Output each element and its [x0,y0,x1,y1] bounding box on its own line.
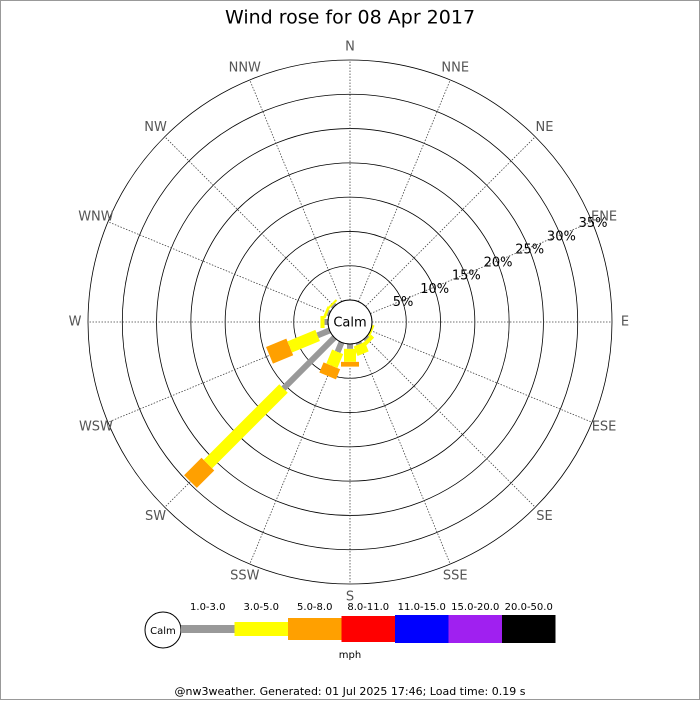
legend-label: 5.0-8.0 [297,602,332,613]
direction-label: NW [144,120,167,135]
legend-label: 20.0-50.0 [505,602,553,613]
legend-swatch [448,615,502,643]
rose-segment [327,299,338,310]
r-tick-label: 30% [547,229,576,244]
rose-segment [326,349,344,369]
direction-label: ESE [592,420,617,435]
direction-label: WNW [78,209,114,224]
footer: @nw3weather. Generated: 01 Jul 2025 17:4… [175,685,526,698]
grid-ring [87,59,613,585]
rose-segment [316,327,331,339]
rose-segment [203,384,288,469]
unit-label: mph [339,650,361,661]
legend-label: 1.0-3.0 [190,602,225,613]
r-tick-label: 35% [579,216,608,231]
spoke [365,337,536,508]
legend-swatch [341,616,395,642]
rose-segment [287,329,320,353]
rose-segment [266,338,294,364]
r-tick-label: 15% [452,269,481,284]
grid-ring [259,231,441,413]
rose-segment [362,334,375,347]
direction-label: SW [145,509,166,524]
direction-label: SSW [230,569,260,584]
legend-label: 15.0-20.0 [451,602,499,613]
rose-segment [334,341,345,353]
direction-label: SE [536,509,552,524]
rose-segment [281,335,337,391]
direction-label: ENE [591,209,617,224]
direction-label: WSW [79,420,113,435]
legend-swatch [234,622,288,636]
r-tick-label: 20% [484,256,513,271]
legend-swatch [288,618,342,640]
r-tick-label: 5% [393,295,414,310]
legend-swatch [395,615,449,643]
direction-label: NNE [441,60,469,75]
r-tick-label: 25% [515,242,544,257]
spoke [249,79,342,302]
direction-label: W [69,315,82,330]
spoke [358,79,451,302]
spoke [249,342,342,565]
spoke [358,342,451,565]
spoke [365,136,536,307]
rose-segment [322,306,331,319]
grid-ring [190,162,510,482]
direction-label: SSE [443,569,468,584]
spoke [370,221,593,314]
rose-segment [353,341,369,357]
r-tick-label: 10% [420,282,449,297]
calm-label: Calm [333,316,366,331]
direction-label: NE [535,120,553,135]
spoke [164,136,335,307]
direction-label: S [346,590,354,605]
direction-label: N [345,40,355,55]
rose-segment [184,457,215,488]
grid-ring [121,93,579,551]
legend-label: 11.0-15.0 [398,602,446,613]
spoke [370,330,593,423]
legend-calm-label: Calm [150,626,176,637]
direction-label: E [621,315,629,330]
legend-swatch [502,615,556,643]
legend-swatch [181,625,235,633]
chart-title: Wind rose for 08 Apr 2017 [225,7,475,29]
spoke [107,221,330,314]
rose-segment [319,362,341,380]
calm-circle [327,299,373,345]
direction-label: NNW [229,60,261,75]
legend-label: 3.0-5.0 [244,602,279,613]
legend-label: 8.0-11.0 [347,602,389,613]
